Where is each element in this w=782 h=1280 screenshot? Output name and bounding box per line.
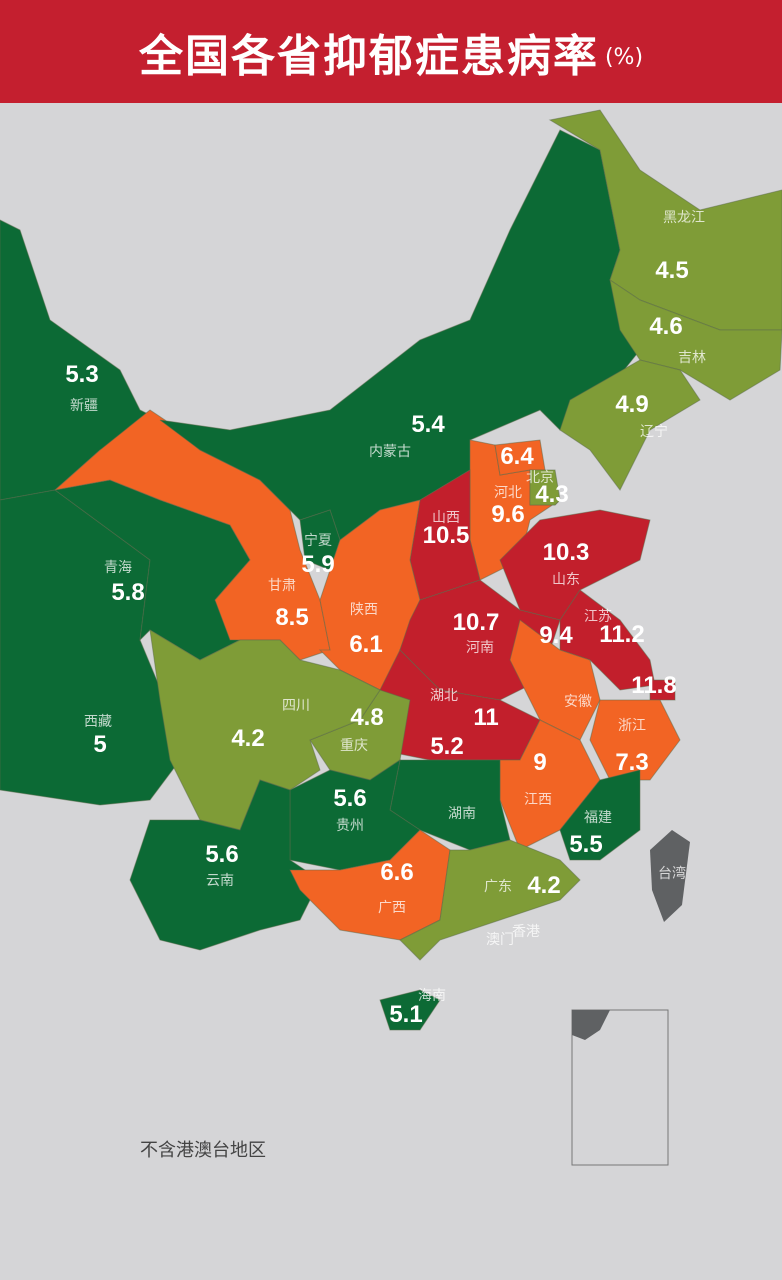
province-value-liaoning: 4.9	[615, 391, 648, 418]
inset-land	[572, 1010, 610, 1040]
province-name-guangdong: 广东	[484, 879, 512, 895]
province-anhui	[509, 619, 601, 741]
province-value-yunnan: 5.6	[205, 841, 238, 868]
province-value-tianjin: 4.3	[535, 481, 568, 508]
province-zhejiang	[589, 699, 681, 781]
province-name-shanxi: 山西	[432, 510, 460, 526]
province-name-henan: 河南	[466, 640, 494, 656]
province-name-jiangxi: 江西	[524, 792, 552, 808]
province-value-beijing: 6.4	[500, 443, 534, 470]
province-fujian	[559, 769, 641, 861]
province-name-jilin: 吉林	[678, 350, 706, 366]
region-name-macau: 澳门	[486, 932, 514, 948]
province-value-neimenggu: 5.4	[411, 411, 445, 438]
province-value-jiangsu: 11.2	[599, 621, 644, 648]
province-name-xinjiang: 新疆	[70, 398, 98, 414]
province-value-guangdong: 4.2	[527, 872, 560, 899]
province-name-hunan: 湖南	[448, 806, 476, 822]
province-name-shaanxi: 陕西	[350, 602, 378, 618]
province-value-guizhou: 5.6	[333, 785, 366, 812]
province-name-qinghai: 青海	[104, 560, 132, 576]
province-value-fujian: 5.5	[569, 831, 602, 858]
province-name-zhejiang: 浙江	[618, 718, 646, 734]
province-value-sichuan: 4.2	[231, 725, 264, 752]
region-taiwan	[650, 830, 690, 922]
province-value-xizang: 5	[93, 731, 106, 758]
province-sichuan	[149, 629, 381, 831]
region-name-hongkong: 香港	[512, 924, 540, 940]
province-hainan	[379, 989, 441, 1031]
province-yunnan	[129, 779, 321, 951]
province-value-hubei: 11	[473, 704, 498, 731]
region-name-taiwan: 台湾	[658, 865, 686, 882]
province-value-heilongjiang: 4.5	[655, 257, 688, 284]
province-shanghai	[649, 679, 676, 701]
province-name-hubei: 湖北	[430, 688, 458, 704]
province-value-shanxi: 10.5	[423, 522, 470, 549]
province-name-neimenggu: 内蒙古	[369, 444, 411, 460]
province-name-anhui: 安徽	[564, 694, 592, 710]
province-value-jilin: 4.6	[649, 313, 682, 340]
province-name-jiangsu: 江苏	[584, 609, 612, 625]
province-value-xinjiang: 5.3	[65, 361, 98, 388]
province-name-gansu: 甘肃	[268, 578, 296, 594]
province-value-guangxi: 6.6	[380, 859, 413, 886]
province-jilin	[609, 278, 782, 401]
map-title: 全国各省抑郁症患病率	[138, 30, 599, 82]
province-value-shandong: 10.3	[543, 539, 590, 566]
province-value-gansu: 8.5	[275, 604, 308, 631]
province-name-ningxia: 宁夏	[304, 532, 332, 549]
province-value-qinghai: 5.8	[111, 579, 144, 606]
province-name-shandong: 山东	[552, 572, 580, 588]
province-guizhou	[289, 758, 421, 871]
province-liaoning	[559, 359, 701, 491]
province-value-shaanxi: 6.1	[349, 631, 382, 658]
province-value-zhejiang: 7.3	[615, 749, 648, 776]
map-unit: (%)	[604, 45, 644, 70]
province-value-ningxia: 5.9	[301, 551, 334, 578]
province-name-heilongjiang: 黑龙江	[663, 210, 705, 226]
title-bar: 全国各省抑郁症患病率 (%)	[0, 0, 782, 103]
province-value-chongqing: 4.8	[350, 704, 383, 731]
province-name-fujian: 福建	[584, 810, 612, 826]
province-value-hebei: 9.6	[491, 501, 524, 528]
province-value-jiangxi: 9	[533, 749, 546, 776]
province-tianjin	[529, 469, 561, 506]
province-value-hunan: 5.2	[430, 733, 463, 760]
province-name-yunnan: 云南	[206, 873, 234, 889]
province-name-guangxi: 广西	[378, 900, 406, 916]
province-name-xizang: 西藏	[84, 714, 112, 730]
province-value-henan: 10.7	[453, 609, 500, 636]
province-guangdong	[399, 839, 581, 961]
province-name-liaoning: 辽宁	[640, 423, 668, 440]
province-value-hainan: 5.1	[389, 1001, 422, 1028]
province-name-hebei: 河北	[494, 485, 522, 501]
province-value-shanghai: 11.8	[631, 672, 676, 699]
province-name-chongqing: 重庆	[340, 738, 368, 754]
province-name-sichuan: 四川	[282, 698, 310, 714]
province-value-anhui: 9.4	[539, 622, 573, 649]
province-name-beijing: 北京	[526, 470, 554, 486]
province-name-guizhou: 贵州	[336, 818, 364, 834]
province-name-hainan: 海南	[418, 988, 446, 1004]
footnote: 不含港澳台地区	[140, 1140, 266, 1161]
